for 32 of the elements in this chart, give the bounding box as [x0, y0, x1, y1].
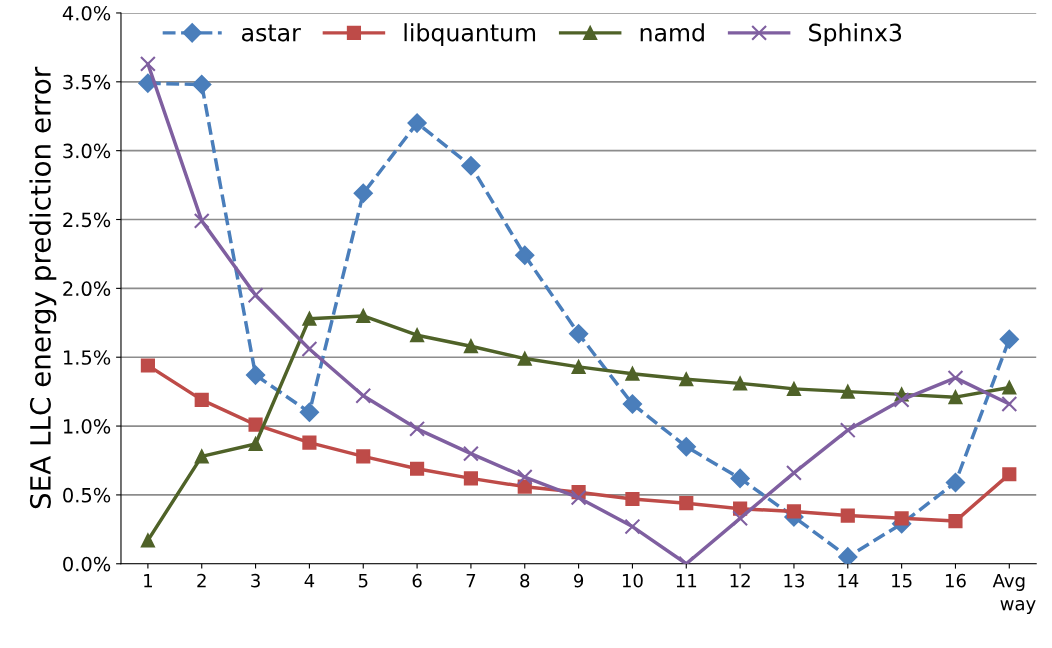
legend-label: astar [242, 24, 301, 42]
x-tick-label: 11 [676, 574, 697, 588]
x-tick-label: 15 [892, 574, 912, 588]
x-tick-label: Avg [992, 574, 1025, 591]
y-tick-label: 1.5% [64, 350, 111, 365]
y-axis-title: SEA LLC energy prediction error [29, 66, 57, 509]
x-tick-label: 9 [573, 573, 584, 588]
x-tick-label: 12 [730, 573, 750, 588]
legend-label: libquantum [404, 23, 536, 47]
x-tick-label: 8 [520, 573, 530, 588]
x-tick-label: 6 [412, 573, 422, 588]
y-tick-label: 4.0% [62, 5, 111, 21]
y-tick-label: 2.5% [63, 212, 111, 228]
y-tick-label: 1.0% [64, 419, 111, 434]
x-tick-label: 3 [251, 573, 260, 588]
x-tick-label: 5 [358, 574, 368, 588]
x-tick-label: 4 [304, 574, 315, 588]
x-tick-label: 14 [838, 574, 859, 588]
y-tick-label: 3.0% [63, 143, 111, 159]
x-axis-title: way [1000, 600, 1036, 614]
y-tick-label: 3.5% [63, 74, 111, 90]
x-tick-label: 7 [466, 574, 476, 588]
y-tick-label: 0.0% [63, 556, 111, 572]
x-tick-label: 1 [144, 574, 152, 588]
x-tick-label: 16 [945, 573, 966, 588]
x-tick-label: 2 [197, 573, 206, 588]
y-tick-label: 2.0% [63, 281, 111, 297]
x-tick-label: 10 [622, 573, 643, 588]
x-tick-label: 13 [784, 573, 804, 588]
y-tick-label: 0.5% [63, 487, 111, 503]
legend-label: Sphinx3 [809, 23, 902, 47]
legend-label: namd [640, 23, 704, 42]
